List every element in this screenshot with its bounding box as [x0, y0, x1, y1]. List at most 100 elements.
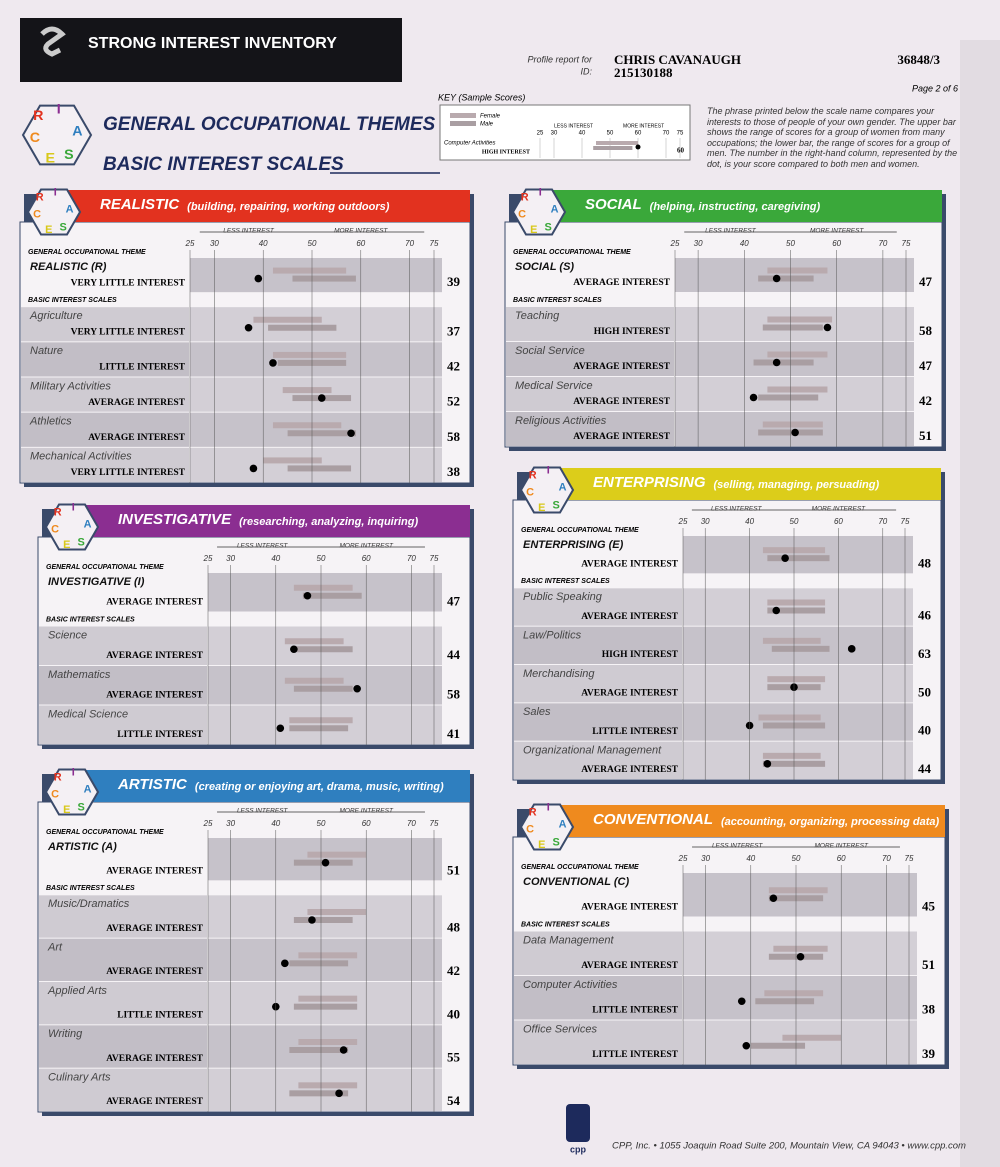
tick-label: 60 [362, 554, 371, 563]
female-range [762, 421, 823, 428]
more-interest: MORE INTEREST [814, 843, 868, 850]
tick-label: 25 [678, 517, 688, 526]
female-range [298, 995, 358, 1002]
row-chart-bg [683, 1020, 917, 1064]
tick-label: 25 [203, 819, 213, 828]
more-interest: MORE INTEREST [339, 543, 393, 550]
key-male-bar [593, 146, 633, 150]
tick-label: 25 [678, 854, 688, 863]
row-chart-bg [683, 536, 913, 574]
tick-label: 60 [832, 239, 841, 248]
row-chart-bg [683, 626, 913, 664]
interest-level: AVERAGE INTEREST [106, 967, 203, 977]
interest-level: AVERAGE INTEREST [106, 1054, 203, 1064]
female-range [762, 752, 821, 759]
row-chart-bg [683, 873, 917, 917]
bis-label: BASIC INTEREST SCALES [521, 921, 610, 928]
row-label-bg [39, 626, 207, 665]
score: 42 [447, 963, 460, 978]
score-dot [763, 760, 772, 768]
score-dot [823, 323, 832, 332]
row-chart-bg [190, 342, 442, 377]
interest-level: LITTLE INTEREST [117, 730, 203, 740]
row-label-bg [514, 703, 682, 741]
row-chart-bg [675, 377, 914, 411]
riasec-letter: I [539, 186, 542, 198]
riasec-letter: I [547, 464, 550, 476]
row-chart-bg [208, 938, 442, 981]
tick-label: 40 [745, 517, 754, 526]
male-range [287, 465, 352, 472]
score-dot [321, 858, 330, 867]
female-range [767, 599, 826, 606]
scale-name: Music/Dramatics [48, 898, 130, 910]
got-label: GENERAL OCCUPATIONAL THEME [521, 864, 639, 871]
male-range [293, 685, 353, 692]
female-range [764, 990, 824, 997]
page-edge [960, 40, 1000, 1167]
key-tick-label: 50 [607, 131, 614, 137]
male-range [758, 275, 814, 282]
bis-label: BASIC INTEREST SCALES [521, 578, 610, 585]
scale-name: Mathematics [48, 669, 111, 681]
riasec-letter: R [521, 192, 529, 204]
footer-address: CPP, Inc. • 1055 Joaquin Road Suite 200,… [612, 1141, 966, 1152]
key-sample-name: Computer Activities [444, 141, 495, 147]
female-range [272, 351, 347, 358]
row-chart-bg [190, 258, 442, 293]
report-code: 36848/3 [897, 52, 940, 67]
tick-label: 75 [902, 239, 911, 248]
section-band [60, 190, 470, 222]
female-range [284, 638, 344, 645]
section-title: REALISTIC [100, 196, 180, 213]
tick-label: 40 [740, 239, 749, 248]
score-dot [742, 1041, 751, 1050]
interest-level: LITTLE INTEREST [592, 727, 678, 737]
row-label-bg [506, 342, 674, 376]
section-subtitle: (helping, instructing, caregiving) [650, 201, 821, 213]
scale-name: Medical Science [48, 708, 128, 720]
score-dot [317, 394, 326, 402]
theme-name: INVESTIGATIVE (I) [48, 576, 145, 588]
tick-label: 70 [878, 239, 887, 248]
riasec-letter: A [559, 818, 567, 830]
riasec-letter: S [552, 499, 559, 511]
row-label-bg [506, 258, 674, 292]
male-range [767, 555, 830, 562]
tick-label: 50 [317, 819, 326, 828]
male-range [293, 917, 353, 923]
got-label: GENERAL OCCUPATIONAL THEME [46, 564, 164, 571]
row-chart-bg [683, 588, 913, 626]
interest-level: AVERAGE INTEREST [88, 398, 185, 408]
tick-label: 30 [226, 554, 235, 563]
riasec-letter: A [84, 783, 92, 795]
score-dot [772, 358, 781, 367]
riasec-letter: I [547, 801, 550, 813]
row-label-bg [506, 412, 674, 446]
row-chart-bg [208, 705, 442, 744]
interest-level: AVERAGE INTEREST [88, 433, 185, 443]
score: 55 [447, 1050, 461, 1065]
key-sample-score: 60 [677, 147, 685, 155]
male-range [289, 1047, 349, 1053]
male-range [750, 1042, 806, 1049]
riasec-letter: S [77, 801, 84, 813]
tick-label: 60 [356, 239, 365, 248]
theme-name: SOCIAL (S) [515, 261, 574, 273]
female-range [767, 316, 833, 323]
male-range [302, 592, 362, 599]
row-chart-bg [190, 377, 442, 412]
theme-name: CONVENTIONAL (C) [523, 876, 629, 888]
female-range [282, 387, 332, 394]
riasec-letter: I [72, 766, 75, 778]
male-range [289, 725, 349, 732]
profile-label: Profile report for [527, 54, 593, 64]
scale-name: Athletics [29, 416, 72, 428]
brand-logo [40, 26, 66, 57]
section-title: ARTISTIC [117, 776, 188, 793]
row-label-bg [514, 741, 682, 779]
tick-label: 30 [701, 854, 710, 863]
section-subtitle: (creating or enjoying art, drama, music,… [195, 781, 444, 793]
tick-label: 30 [701, 517, 710, 526]
row-label-bg [514, 931, 682, 975]
